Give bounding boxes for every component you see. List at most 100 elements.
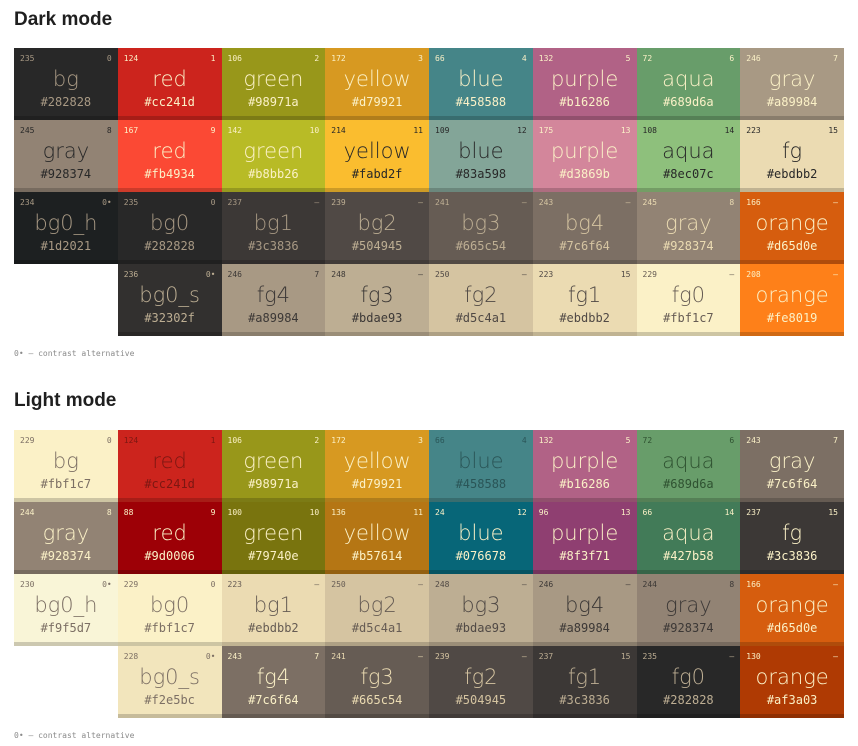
color-swatch-orange: 166 – orange #d65d0e	[740, 574, 844, 646]
palette-index: 3	[418, 436, 423, 445]
xterm-number: 214	[331, 126, 346, 135]
hex-code: #a89984	[248, 311, 299, 325]
color-swatch-yellow: 136 11 yellow #b57614	[325, 502, 429, 574]
color-name: gray	[665, 211, 712, 235]
color-name: purple	[550, 139, 619, 163]
color-name: aqua	[662, 449, 715, 473]
xterm-number: 66	[435, 436, 445, 445]
color-swatch-fg: 237 15 fg #3c3836	[740, 502, 844, 574]
xterm-number: 223	[538, 270, 554, 279]
hex-code: #fb4934	[144, 167, 195, 181]
hex-code: #d79921	[351, 477, 403, 491]
palette-index: 13	[620, 126, 631, 135]
xterm-number: 229	[20, 436, 35, 445]
hex-code: #ebdbb2	[559, 311, 610, 325]
color-swatch-fg1: 237 15 fg1 #3c3836	[532, 646, 637, 718]
xterm-number: 243	[746, 436, 761, 445]
xterm-number: 130	[746, 652, 761, 661]
color-name: bg3	[461, 211, 501, 235]
color-name: purple	[550, 449, 619, 473]
color-name: green	[243, 67, 304, 91]
palette-row: 228 0• bg0_s #f2e5bc 243 7 fg4 #7c6f64 241 – fg3 #6…	[14, 646, 844, 718]
hex-code: #98971a	[248, 95, 299, 109]
xterm-number: 172	[331, 436, 346, 445]
hex-code: #ebdbb2	[766, 167, 818, 181]
color-name: red	[152, 521, 187, 545]
color-name: gray	[768, 449, 816, 473]
hex-code: #b8bb26	[248, 167, 299, 181]
color-name: blue	[458, 521, 504, 545]
color-name: yellow	[343, 521, 411, 545]
color-swatch-green: 100 10 green #79740e	[221, 502, 326, 574]
palette-index: 4	[521, 436, 527, 445]
color-swatch-bg4: 246 – bg4 #a89984	[532, 574, 637, 646]
hex-code: #3c3836	[248, 239, 299, 253]
hex-code: #fbf1c7	[663, 311, 714, 325]
palette-index: 0•	[205, 270, 216, 279]
color-swatch-fg3: 248 – fg3 #bdae93	[325, 264, 429, 336]
color-name: yellow	[343, 139, 411, 163]
color-swatch-fg4: 246 7 fg4 #a89984	[221, 264, 326, 336]
hex-code: #32302f	[144, 311, 195, 325]
color-name: blue	[458, 449, 504, 473]
color-name: bg0	[149, 593, 190, 617]
xterm-number: 244	[20, 508, 35, 517]
palette-index: –	[833, 580, 838, 589]
color-swatch-gray: 245 8 gray #928374	[14, 120, 118, 192]
xterm-number: 237	[746, 508, 761, 517]
palette-index: 1	[210, 54, 216, 63]
color-name: bg1	[253, 211, 294, 235]
light-legend-note: 0• — contrast alternative	[14, 731, 135, 740]
xterm-number: 172	[331, 54, 346, 63]
color-name: fg0	[671, 665, 706, 689]
hex-code: #d5c4a1	[351, 621, 403, 635]
xterm-number: 250	[435, 270, 450, 279]
color-name: fg3	[360, 665, 394, 689]
xterm-number: 132	[538, 436, 554, 445]
color-name: purple	[550, 67, 619, 91]
palette-index: 6	[729, 54, 735, 63]
hex-code: #8ec07c	[663, 167, 714, 181]
color-swatch-bg0-h: 230 0• bg0_h #f9f5d7	[14, 574, 118, 646]
xterm-number: 208	[746, 270, 761, 279]
color-swatch-bg0-s: 228 0• bg0_s #f2e5bc	[117, 646, 222, 718]
color-swatch-fg0: 235 – fg0 #282828	[636, 646, 741, 718]
hex-code: #282828	[144, 239, 195, 253]
hex-code: #665c54	[351, 693, 403, 707]
xterm-number: 124	[123, 54, 139, 63]
hex-code: #79740e	[248, 549, 299, 563]
xterm-number: 66	[642, 508, 653, 517]
xterm-number: 72	[642, 54, 653, 63]
hex-code: #cc241d	[144, 477, 195, 491]
color-swatch-orange: 166 – orange #d65d0e	[740, 192, 844, 264]
color-name: fg1	[567, 665, 602, 689]
palette-index: 14	[724, 508, 735, 517]
color-swatch-fg2: 250 – fg2 #d5c4a1	[429, 264, 533, 336]
palette-index: 7	[314, 270, 320, 279]
xterm-number: 244	[642, 580, 657, 589]
color-swatch-bg2: 239 – bg2 #504945	[325, 192, 429, 264]
hex-code: #f9f5d7	[40, 621, 92, 635]
xterm-number: 236	[123, 270, 139, 279]
hex-code: #d65d0e	[766, 239, 818, 253]
hex-code: #928374	[663, 621, 714, 635]
palette-index: 2	[314, 54, 320, 63]
color-name: gray	[42, 521, 90, 545]
color-name: blue	[458, 67, 504, 91]
palette-index: 12	[517, 508, 527, 517]
palette-index: 3	[418, 54, 423, 63]
color-swatch-fg2: 239 – fg2 #504945	[429, 646, 533, 718]
xterm-number: 229	[642, 270, 657, 279]
hex-code: #665c54	[455, 239, 507, 253]
xterm-number: 246	[746, 54, 761, 63]
color-swatch-bg1: 237 – bg1 #3c3836	[221, 192, 326, 264]
xterm-number: 223	[746, 126, 761, 135]
color-name: orange	[755, 211, 829, 235]
color-name: bg0_h	[34, 593, 98, 617]
color-swatch-bg3: 241 – bg3 #665c54	[429, 192, 533, 264]
color-swatch-bg0-h: 234 0• bg0_h #1d2021	[14, 192, 118, 264]
xterm-number: 66	[435, 54, 445, 63]
color-swatch-yellow: 172 3 yellow #d79921	[325, 430, 429, 502]
hex-code: #8f3f71	[559, 549, 610, 563]
color-name: fg0	[671, 283, 706, 307]
